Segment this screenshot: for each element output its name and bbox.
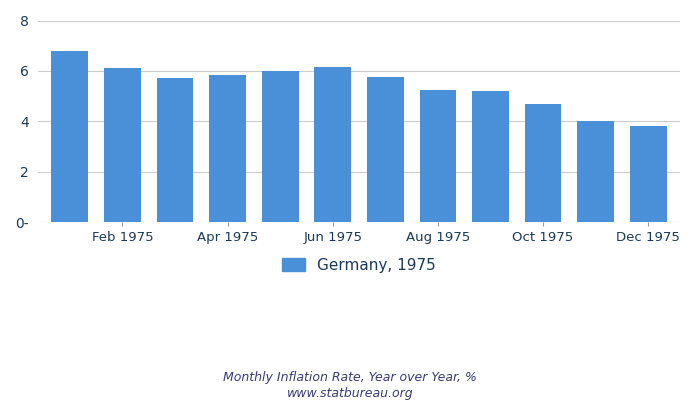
Bar [52, 51, 88, 222]
Text: Monthly Inflation Rate, Year over Year, %: Monthly Inflation Rate, Year over Year, … [223, 372, 477, 384]
Bar [578, 121, 614, 222]
Legend: Germany, 1975: Germany, 1975 [276, 252, 442, 279]
Bar [419, 90, 456, 222]
Bar [104, 68, 141, 222]
Bar [367, 77, 404, 222]
Bar [157, 78, 193, 222]
Bar [262, 71, 299, 222]
Bar [472, 91, 509, 222]
Bar [525, 104, 561, 222]
Bar [209, 75, 246, 222]
Bar [630, 126, 666, 222]
Text: www.statbureau.org: www.statbureau.org [287, 388, 413, 400]
Bar [314, 67, 351, 222]
